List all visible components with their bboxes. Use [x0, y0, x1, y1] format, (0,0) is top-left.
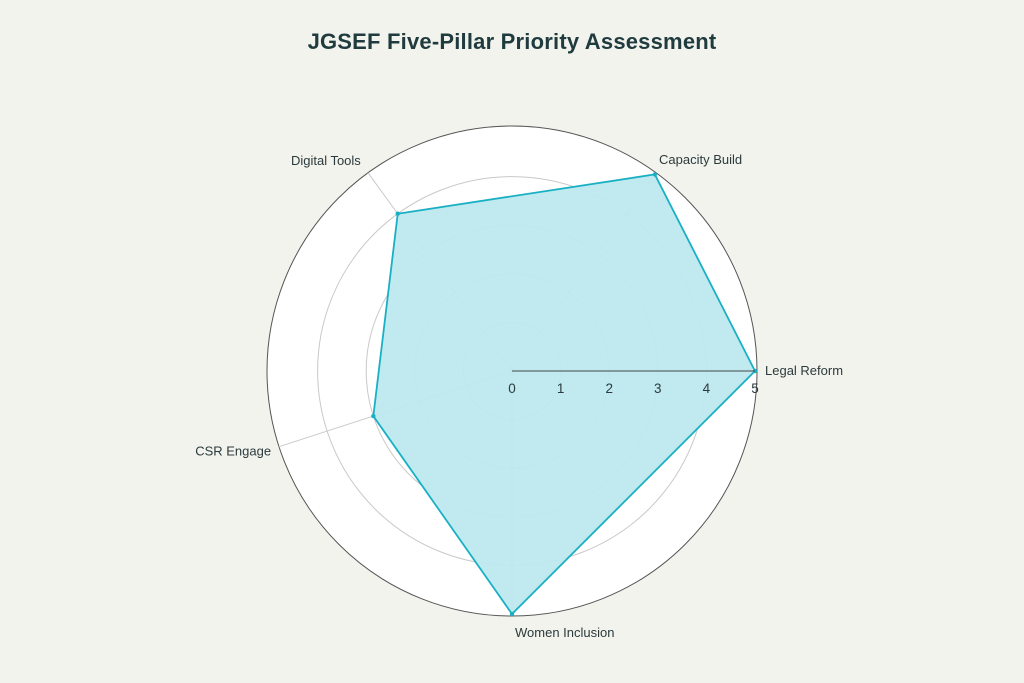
radar-series-line	[372, 173, 756, 615]
category-label: Digital Tools	[291, 153, 361, 168]
radar-series-area	[373, 174, 755, 614]
radar-point	[395, 211, 400, 216]
radial-tick-label: 4	[703, 381, 711, 396]
radar-point	[652, 172, 658, 177]
radial-tick-label: 2	[605, 381, 613, 396]
radial-tick-label: 3	[654, 381, 662, 396]
radar-point	[371, 413, 376, 419]
category-label: Women Inclusion	[515, 625, 614, 640]
radial-tick-label: 0	[508, 381, 516, 396]
category-label: CSR Engage	[195, 443, 271, 458]
radial-tick-label: 1	[557, 381, 565, 396]
radar-point	[509, 611, 515, 617]
category-label: Capacity Build	[659, 152, 742, 167]
chart-title: JGSEF Five-Pillar Priority Assessment	[307, 29, 717, 54]
radial-tick-label: 5	[751, 381, 759, 396]
category-label: Legal Reform	[765, 363, 843, 378]
